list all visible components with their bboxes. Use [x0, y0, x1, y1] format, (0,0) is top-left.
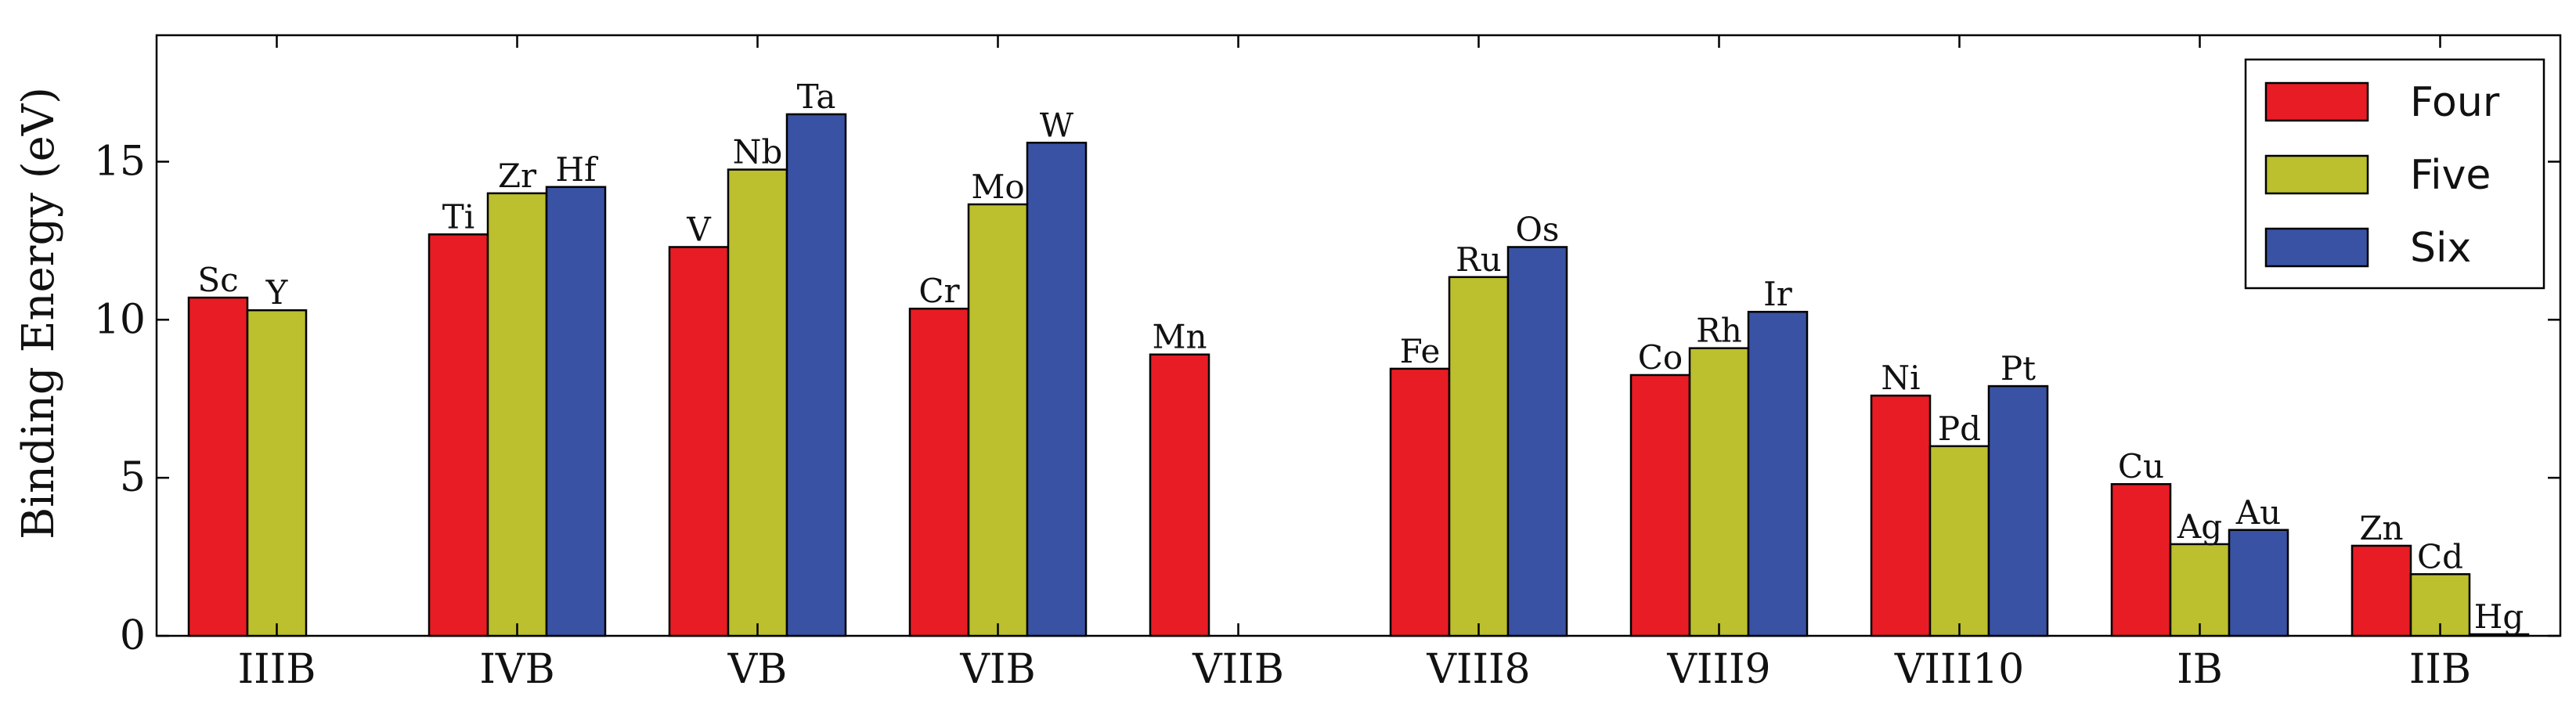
bar-label: Mn	[1152, 318, 1207, 356]
bar-label: Zr	[498, 157, 537, 195]
bar-six-viii9	[1747, 310, 1809, 637]
bar-label: Hg	[2474, 597, 2524, 636]
bar-label: Ag	[2177, 507, 2222, 546]
bar-five-ib	[2169, 543, 2231, 637]
bar-six-vb	[785, 113, 847, 637]
bar-five-ivb	[486, 192, 548, 637]
bar-five-iiib	[246, 309, 308, 637]
bar-four-vib	[908, 307, 970, 637]
legend-swatch-six	[2264, 227, 2369, 268]
y-axis-label: Binding Energy (eV)	[13, 87, 64, 540]
x-tick-label: IIB	[2409, 646, 2471, 693]
bar-four-iiib	[187, 296, 249, 637]
bar-six-viii8	[1506, 246, 1568, 637]
axes-layer	[155, 34, 2562, 637]
bar-six-vib	[1026, 142, 1088, 637]
bar-labels-layer: Sc Y Ti Zr Hf V Nb Ta Cr Mo W Mn Fe Ru Os Co Rh Ir Ni Pd Pt C…	[197, 78, 2524, 636]
bar-label: Ru	[1456, 240, 1502, 279]
bar-five-vb	[727, 168, 788, 637]
plot-frame	[155, 34, 2562, 637]
bar-four-viii10	[1870, 394, 1932, 637]
x-tick-label: VIB	[959, 646, 1035, 693]
y-tick-label: 5	[120, 454, 146, 501]
bar-four-viii8	[1389, 367, 1451, 637]
bar-five-viii10	[1928, 445, 1990, 637]
bar-four-ivb	[428, 233, 489, 637]
x-tick-label: VB	[727, 646, 788, 693]
x-ticks-layer: IIIB IVB VB VIB VIIB VIII8 VIII9 VIII10 IB IIB	[238, 35, 2471, 693]
bar-label: Ta	[797, 78, 836, 116]
bar-five-viii9	[1688, 347, 1750, 637]
bar-six-ib	[2228, 529, 2289, 637]
bar-label: Y	[265, 273, 289, 312]
y-ticks-layer: 0 5 10 15	[94, 138, 2560, 659]
bar-six-iib	[2468, 633, 2530, 637]
legend-label-four: Four	[2410, 79, 2500, 126]
bar-label: W	[1040, 106, 1074, 144]
bar-four-vb	[668, 246, 730, 637]
bar-label: V	[686, 210, 711, 248]
bar-label: Au	[2235, 493, 2281, 532]
bar-label: Zn	[2359, 509, 2403, 547]
y-tick-label: 15	[94, 138, 146, 185]
legend-label-six: Six	[2410, 225, 2471, 272]
bar-label: Cr	[918, 272, 960, 310]
legend-swatch-four	[2264, 81, 2369, 122]
x-tick-label: VIII10	[1894, 646, 2024, 693]
legend-label-five: Five	[2410, 152, 2491, 199]
legend-swatch-five	[2264, 154, 2369, 195]
bar-five-vib	[967, 203, 1029, 637]
x-tick-label: IVB	[479, 646, 554, 693]
bar-four-viii9	[1629, 374, 1691, 637]
bar-five-viii8	[1448, 276, 1510, 637]
bar-label: Ti	[442, 197, 474, 236]
x-tick-label: IB	[2177, 646, 2223, 693]
bar-four-iib	[2351, 544, 2412, 637]
bar-label: Cu	[2118, 447, 2164, 485]
bar-label: Cd	[2417, 537, 2463, 576]
x-tick-label: IIIB	[238, 646, 316, 693]
bar-label: Nb	[733, 133, 783, 171]
bar-four-ib	[2110, 482, 2172, 637]
bar-label: Rh	[1696, 312, 1742, 350]
x-tick-label: VIII8	[1426, 646, 1530, 693]
bar-label: Mo	[971, 168, 1024, 206]
bars-layer	[187, 113, 2530, 637]
bar-label: Pd	[1938, 410, 1981, 448]
bar-label: Ir	[1763, 275, 1793, 313]
x-tick-label: VIII9	[1666, 646, 1770, 693]
y-tick-label: 10	[94, 296, 146, 343]
bar-label: Pt	[2001, 349, 2036, 388]
bar-four-viib	[1149, 353, 1210, 637]
bar-six-viii10	[1987, 384, 2049, 637]
bar-label: Sc	[197, 261, 238, 299]
y-tick-label: 0	[120, 612, 146, 659]
legend: Four Five Six	[2244, 58, 2545, 290]
x-tick-label: VIIB	[1192, 646, 1284, 693]
bar-label: Ni	[1881, 359, 1920, 397]
bar-label: Hf	[555, 150, 599, 189]
bar-six-ivb	[545, 186, 607, 637]
bar-label: Co	[1638, 338, 1683, 377]
bar-label: Fe	[1400, 332, 1441, 370]
bar-label: Os	[1516, 210, 1560, 248]
